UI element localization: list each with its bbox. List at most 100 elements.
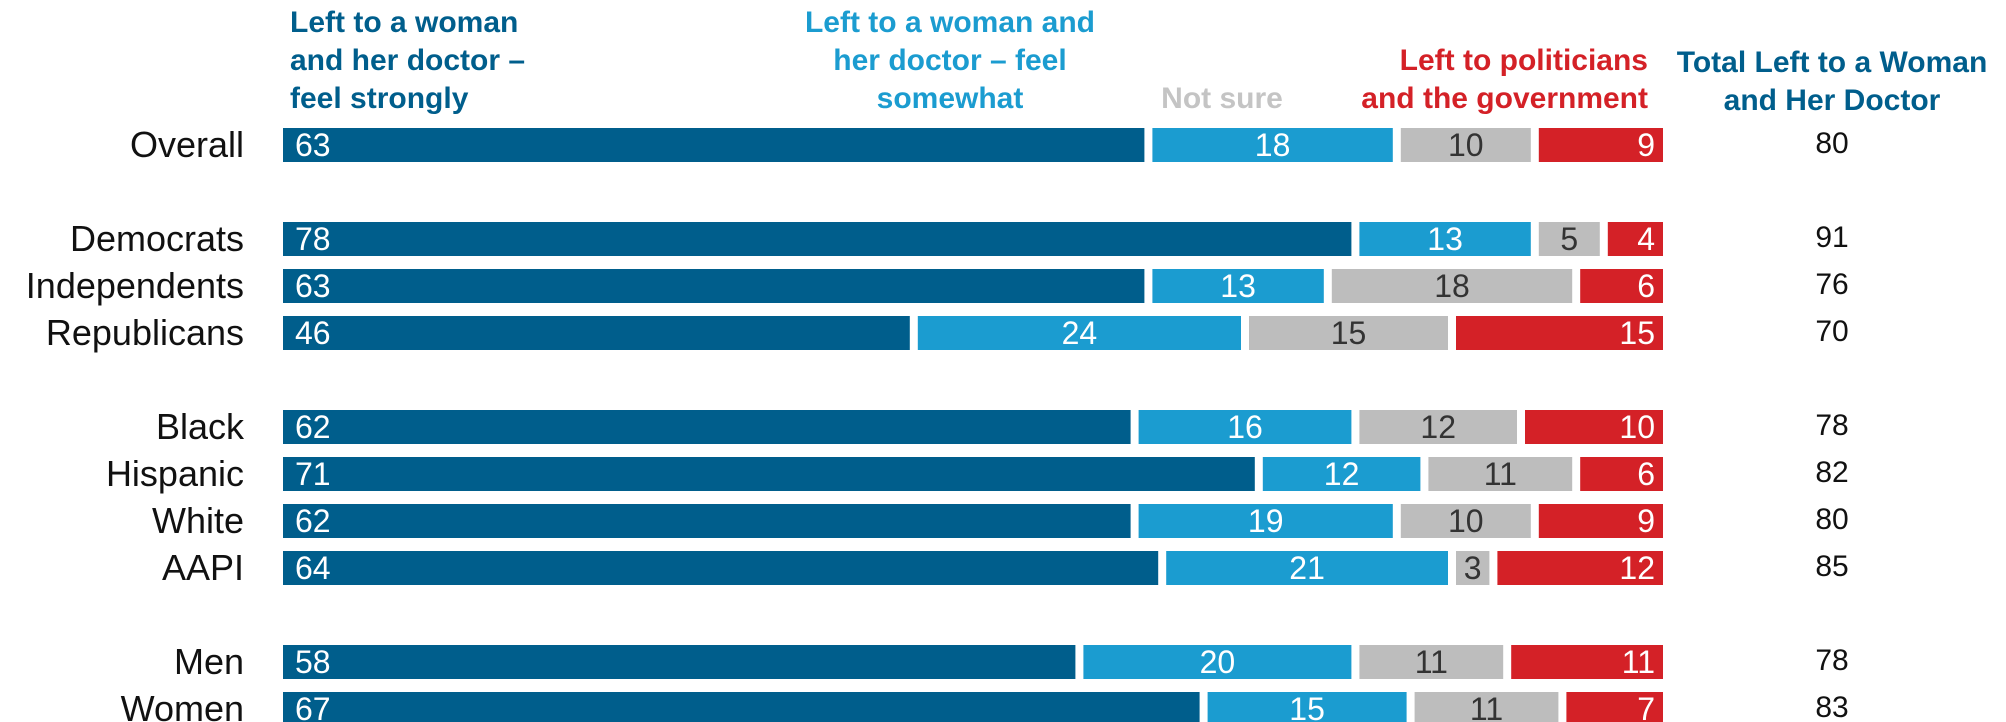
bar-segment-not-sure bbox=[1456, 551, 1490, 585]
bar-segment-not-sure bbox=[1400, 128, 1531, 162]
bar-value-label: 62 bbox=[295, 503, 331, 539]
bar-segment-not-sure bbox=[1428, 457, 1573, 491]
legend-label-left-to-a-woman-and-her-doctor-feel-somewhat-line-2: her doctor – feel bbox=[833, 44, 1066, 77]
bar-segment-left-to-a-woman-and-her-doctor-feel-somewhat bbox=[1359, 222, 1531, 256]
bar-value-label: 12 bbox=[1619, 550, 1655, 586]
bar-value-label: 67 bbox=[295, 691, 331, 722]
bar-segment-left-to-a-woman-and-her-doctor-feel-strongly bbox=[283, 457, 1255, 491]
legend-label-left-to-a-woman-and-her-doctor-feel-strongly-line-1: Left to a woman bbox=[290, 6, 518, 39]
bar-segment-left-to-a-woman-and-her-doctor-feel-strongly bbox=[283, 128, 1145, 162]
legend-label-not-sure-line-1: Not sure bbox=[1161, 82, 1283, 115]
row-label: White bbox=[152, 500, 244, 541]
total-column-header-line-2: and Her Doctor bbox=[1724, 84, 1941, 117]
bar-value-label: 10 bbox=[1448, 127, 1484, 163]
bar-value-label: 58 bbox=[295, 644, 331, 680]
bar-value-label: 21 bbox=[1289, 550, 1325, 586]
bar-segment-left-to-a-woman-and-her-doctor-feel-strongly bbox=[283, 410, 1131, 444]
bar-value-label: 24 bbox=[1062, 315, 1098, 351]
bar-value-label: 11 bbox=[1415, 644, 1448, 680]
bar-value-label: 15 bbox=[1619, 315, 1655, 351]
bar-value-label: 10 bbox=[1619, 409, 1655, 445]
bar-segment-left-to-politicians-and-the-government bbox=[1566, 692, 1663, 722]
legend-label-left-to-a-woman-and-her-doctor-feel-strongly-line-2: and her doctor – bbox=[290, 44, 525, 77]
bar-segment-left-to-a-woman-and-her-doctor-feel-strongly bbox=[283, 692, 1200, 722]
bar-value-label: 6 bbox=[1637, 268, 1655, 304]
row-republicans: Republicans 46 24 15 15 70 bbox=[46, 312, 1849, 353]
bar-segment-left-to-a-woman-and-her-doctor-feel-somewhat bbox=[1138, 410, 1352, 444]
bar-segment-left-to-politicians-and-the-government bbox=[1456, 316, 1663, 350]
row-label: Republicans bbox=[46, 312, 244, 353]
bar-segment-not-sure bbox=[1359, 645, 1504, 679]
row-label: Men bbox=[174, 641, 244, 682]
bar-value-label: 63 bbox=[295, 268, 331, 304]
legend-label-left-to-a-woman-and-her-doctor-feel-strongly-line-3: feel strongly bbox=[290, 82, 469, 115]
row-hispanic: Hispanic 71 12 11 6 82 bbox=[106, 453, 1849, 494]
legend-label-left-to-a-woman-and-her-doctor-feel-somewhat-line-3: somewhat bbox=[877, 82, 1024, 115]
bar-segment-not-sure bbox=[1249, 316, 1448, 350]
bar-segment-left-to-a-woman-and-her-doctor-feel-strongly bbox=[283, 645, 1076, 679]
bar-segment-left-to-politicians-and-the-government bbox=[1511, 645, 1663, 679]
row-label: Black bbox=[156, 406, 245, 447]
bar-value-label: 62 bbox=[295, 409, 331, 445]
bar-value-label: 11 bbox=[1484, 456, 1517, 492]
bar-segment-not-sure bbox=[1414, 692, 1559, 722]
bar-value-label: 9 bbox=[1637, 127, 1655, 163]
total-value-label: 83 bbox=[1815, 691, 1848, 722]
row-women: Women 67 15 11 7 83 bbox=[121, 688, 1849, 722]
bar-segment-left-to-a-woman-and-her-doctor-feel-strongly bbox=[283, 269, 1145, 303]
total-value-label: 70 bbox=[1815, 315, 1848, 348]
bar-segment-left-to-a-woman-and-her-doctor-feel-somewhat bbox=[1138, 504, 1393, 538]
row-label: Hispanic bbox=[106, 453, 244, 494]
bar-value-label: 15 bbox=[1289, 691, 1325, 722]
total-value-label: 82 bbox=[1815, 456, 1848, 489]
row-label: Independents bbox=[26, 265, 244, 306]
bar-segment-left-to-a-woman-and-her-doctor-feel-somewhat bbox=[1207, 692, 1407, 722]
bar-value-label: 4 bbox=[1637, 221, 1655, 257]
bar-segment-left-to-politicians-and-the-government bbox=[1525, 410, 1663, 444]
bar-value-label: 10 bbox=[1448, 503, 1484, 539]
bar-value-label: 18 bbox=[1255, 127, 1291, 163]
legend-label-left-to-politicians-and-the-government-line-2: and the government bbox=[1361, 82, 1648, 115]
row-aapi: AAPI 64 21 3 12 85 bbox=[162, 547, 1849, 588]
bar-value-label: 12 bbox=[1324, 456, 1360, 492]
total-value-label: 85 bbox=[1815, 550, 1848, 583]
bar-segment-not-sure bbox=[1331, 269, 1573, 303]
bar-value-label: 63 bbox=[295, 127, 331, 163]
bar-value-label: 7 bbox=[1637, 691, 1655, 722]
bar-segment-not-sure bbox=[1359, 410, 1517, 444]
bar-segment-left-to-a-woman-and-her-doctor-feel-somewhat bbox=[1152, 128, 1393, 162]
total-column-header-line-1: Total Left to a Woman bbox=[1677, 46, 1988, 79]
bar-value-label: 13 bbox=[1220, 268, 1256, 304]
bar-segment-left-to-a-woman-and-her-doctor-feel-strongly bbox=[283, 504, 1131, 538]
bar-segment-left-to-a-woman-and-her-doctor-feel-strongly bbox=[283, 551, 1159, 585]
bar-segment-left-to-a-woman-and-her-doctor-feel-strongly bbox=[283, 222, 1352, 256]
row-white: White 62 19 10 9 80 bbox=[152, 500, 1849, 541]
bar-value-label: 12 bbox=[1420, 409, 1456, 445]
row-democrats: Democrats 78 13 5 4 91 bbox=[70, 218, 1849, 259]
legend-label-left-to-a-woman-and-her-doctor-feel-somewhat-line-1: Left to a woman and bbox=[805, 6, 1095, 39]
row-label: Overall bbox=[130, 124, 244, 165]
bar-value-label: 18 bbox=[1434, 268, 1470, 304]
bar-value-label: 5 bbox=[1560, 221, 1578, 257]
bar-value-label: 11 bbox=[1622, 644, 1655, 680]
total-value-label: 80 bbox=[1815, 503, 1848, 536]
bar-segment-left-to-a-woman-and-her-doctor-feel-somewhat bbox=[1152, 269, 1324, 303]
bar-segment-not-sure bbox=[1400, 504, 1531, 538]
total-value-label: 78 bbox=[1815, 644, 1848, 677]
bar-value-label: 13 bbox=[1427, 221, 1463, 257]
bar-value-label: 71 bbox=[295, 456, 331, 492]
row-independents: Independents 63 13 18 6 76 bbox=[26, 265, 1849, 306]
bar-segment-left-to-a-woman-and-her-doctor-feel-somewhat bbox=[917, 316, 1241, 350]
bar-value-label: 6 bbox=[1637, 456, 1655, 492]
legend-label-left-to-politicians-and-the-government-line-1: Left to politicians bbox=[1400, 44, 1648, 77]
bar-value-label: 78 bbox=[295, 221, 331, 257]
row-men: Men 58 20 11 11 78 bbox=[174, 641, 1849, 682]
bar-value-label: 20 bbox=[1200, 644, 1236, 680]
bar-value-label: 19 bbox=[1248, 503, 1284, 539]
bar-value-label: 46 bbox=[295, 315, 331, 351]
row-label: Democrats bbox=[70, 218, 244, 259]
bar-segment-left-to-politicians-and-the-government bbox=[1607, 222, 1663, 256]
legend: Left to a woman and her doctor – feel stro… bbox=[290, 6, 1648, 115]
total-value-label: 76 bbox=[1815, 268, 1848, 301]
